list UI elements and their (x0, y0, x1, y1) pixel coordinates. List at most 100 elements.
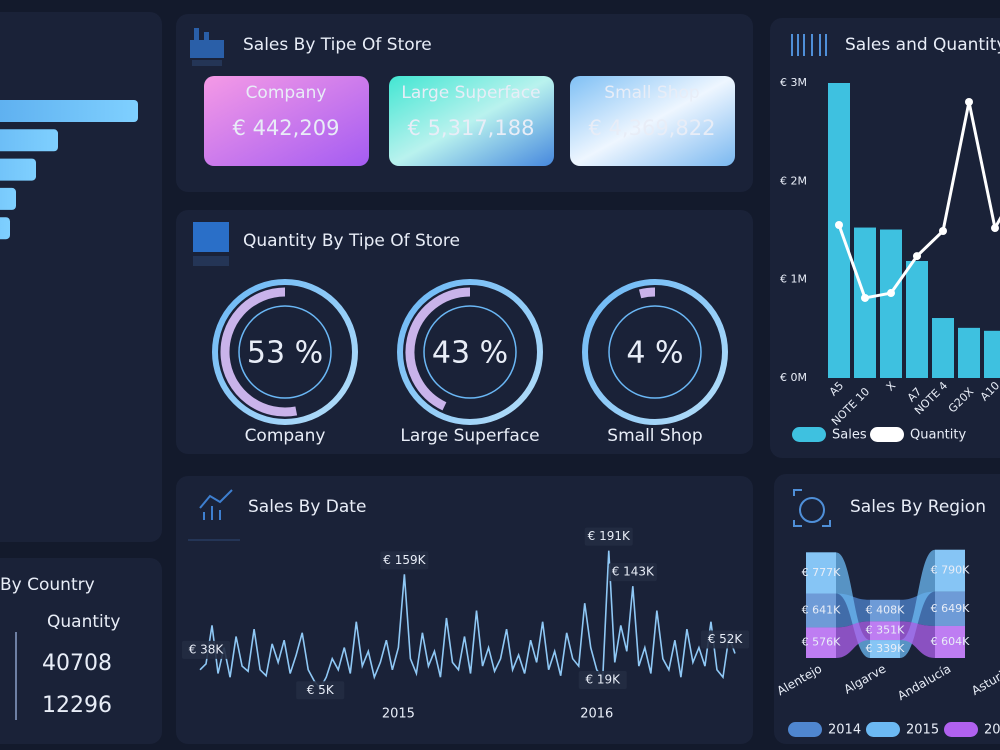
segment (935, 591, 965, 626)
panel (0, 558, 162, 744)
data-label: € 19K (585, 672, 621, 686)
y-tick-label: € 2M (780, 174, 807, 187)
point (913, 252, 921, 261)
ring (212, 279, 358, 425)
legend-label: 2014 (828, 723, 861, 738)
segment (806, 593, 836, 628)
data-label: € 191K (588, 529, 631, 543)
line (199, 550, 736, 690)
card-value: € 5,317,188 (408, 116, 535, 140)
percent-label: 53 % (247, 336, 323, 371)
panel-title: Quantity By Tipe Of Store (243, 231, 460, 251)
donut-caption: Large Superface (400, 426, 539, 446)
card-value: € 442,209 (233, 116, 340, 140)
segment (870, 621, 900, 641)
point (939, 226, 947, 235)
inner-ring (423, 305, 517, 399)
bar (0, 158, 36, 181)
y-tick-label: € 1M (780, 273, 807, 286)
bar (0, 187, 16, 210)
bar (906, 260, 928, 378)
label-bg (701, 630, 749, 649)
bar (0, 217, 10, 240)
label-bg (182, 640, 231, 659)
card-label: Company (246, 83, 327, 103)
data-label: € 143K (612, 565, 655, 579)
panel-title: Sales and Quantity B (845, 35, 1000, 55)
line (837, 101, 1000, 300)
card-value: € 4,369,822 (589, 116, 716, 140)
percent-label: 4 % (626, 336, 683, 371)
segment-highlight (870, 640, 900, 658)
table-cell: 40708 (42, 651, 112, 676)
ribbon (836, 621, 870, 658)
segment-highlight (870, 621, 900, 641)
label-bg (608, 563, 657, 582)
legend-swatch (866, 722, 900, 737)
icon (188, 489, 240, 541)
icon (190, 28, 224, 66)
segment (806, 627, 836, 658)
progress-arc (638, 287, 656, 299)
card-label: Small Shop (604, 83, 699, 103)
y-tick-label: € 3M (780, 76, 807, 89)
legend-swatch (944, 722, 978, 737)
segment-highlight (806, 627, 836, 658)
data-label: € 576K (802, 636, 841, 649)
bar (854, 227, 876, 378)
legend-swatch (788, 722, 822, 737)
point (887, 289, 895, 298)
x-tick-label: 2016 (580, 707, 613, 722)
data-label: € 604K (931, 635, 970, 648)
label-bg (380, 551, 429, 570)
point (965, 97, 973, 106)
segment-highlight (806, 552, 836, 594)
panel (176, 210, 753, 454)
panel (0, 12, 162, 542)
legend-swatch (870, 427, 904, 442)
legend-label: Sales (832, 428, 867, 443)
data-label: € 649K (931, 602, 970, 615)
data-label: € 777K (802, 566, 841, 579)
data-label: € 351K (866, 624, 905, 637)
card-label: Large Superface (401, 83, 540, 103)
ring (397, 279, 543, 425)
ribbon (900, 621, 935, 658)
data-label: € 38K (189, 642, 225, 656)
ring (582, 279, 728, 425)
bar (932, 318, 954, 378)
data-label: € 52K (708, 632, 744, 646)
bar (828, 83, 850, 378)
data-label: € 339K (866, 642, 905, 655)
card (389, 76, 554, 166)
progress-arc (220, 287, 298, 417)
donut-caption: Small Shop (607, 426, 702, 446)
icon (193, 222, 229, 266)
segment (870, 599, 900, 622)
inner-ring (608, 305, 702, 399)
point (991, 224, 999, 233)
segment-highlight (935, 591, 965, 626)
segment-highlight (935, 625, 965, 658)
data-label: € 641K (802, 603, 841, 616)
progress-arc (405, 287, 471, 411)
label-bg (578, 670, 627, 689)
table-cell: 12296 (42, 693, 112, 718)
panel-title: Sales By Date (248, 497, 366, 517)
percent-label: 43 % (432, 336, 508, 371)
inner-ring (238, 305, 332, 399)
label-bg (296, 681, 345, 700)
y-tick-label: € 0M (780, 371, 807, 384)
point (835, 220, 843, 229)
bar (984, 330, 1000, 378)
segment-highlight (935, 549, 965, 592)
bar (880, 229, 902, 378)
icon (791, 34, 827, 56)
label-bg (584, 527, 633, 546)
bar (958, 327, 980, 378)
panel-title: Sales By Tipe Of Store (243, 35, 432, 55)
data-label: € 408K (866, 604, 905, 617)
segment-highlight (806, 593, 836, 628)
